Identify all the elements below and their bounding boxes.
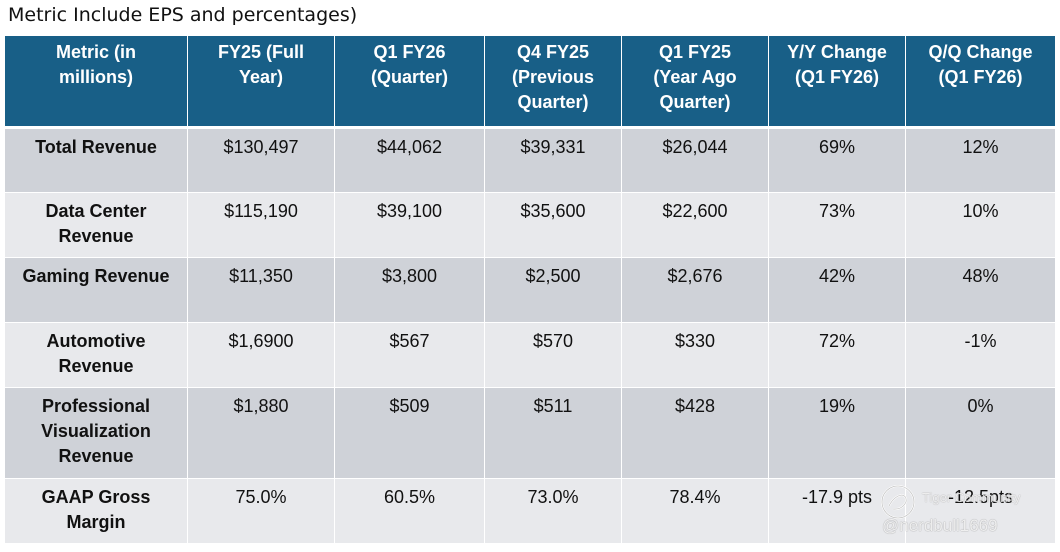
value-cell: 78.4% [621, 478, 769, 544]
value-cell: 10% [905, 192, 1056, 258]
header-yy-change: Y/Y Change (Q1 FY26) [768, 35, 906, 129]
header-yy-line-1: Y/Y Change [787, 42, 887, 62]
table-row-gaap-gross-margin: GAAP Gross Margin 75.0% 60.5% 73.0% 78.4… [4, 478, 1056, 544]
header-qq-change: Q/Q Change (Q1 FY26) [905, 35, 1056, 129]
value-cell: $44,062 [334, 127, 485, 193]
value-cell: $35,600 [484, 192, 622, 258]
value-cell: $115,190 [187, 192, 335, 258]
value-cell: 69% [768, 127, 906, 193]
metric-cell: Data Center Revenue [4, 192, 188, 258]
metric-label: Gaming Revenue [22, 266, 170, 286]
value-cell: $570 [484, 322, 622, 388]
value-cell: $2,500 [484, 257, 622, 323]
header-metric-line-1: Metric (in [55, 42, 136, 62]
metric-cell: Professional Visualization Revenue [4, 387, 188, 479]
header-q1fy25-line-3: Quarter) [659, 92, 731, 112]
header-metric-line-2: millions) [58, 67, 133, 87]
header-q1fy26-line-1: Q1 FY26 [373, 42, 446, 62]
header-q1-fy26: Q1 FY26 (Quarter) [334, 35, 485, 129]
header-q4fy25-line-3: Quarter) [517, 92, 589, 112]
value-cell: -1% [905, 322, 1056, 388]
header-q4-fy25: Q4 FY25 (Previous Quarter) [484, 35, 622, 129]
metric-label-line-1: Data Center [45, 201, 147, 221]
header-qq-line-2: (Q1 FY26) [938, 67, 1023, 87]
header-qq-line-1: Q/Q Change [928, 42, 1033, 62]
metric-label-line-1: GAAP Gross [41, 487, 151, 507]
header-q1fy25-line-1: Q1 FY25 [658, 42, 732, 62]
table-row-gaming-revenue: Gaming Revenue $11,350 $3,800 $2,500 $2,… [4, 257, 1056, 323]
metric-label-line-2: Margin [66, 512, 126, 532]
value-cell: 72% [768, 322, 906, 388]
table-caption: Metric Include EPS and percentages) [8, 4, 358, 26]
metric-cell: Automotive Revenue [4, 322, 188, 388]
value-cell: 73% [768, 192, 906, 258]
value-cell: $22,600 [621, 192, 769, 258]
value-cell: $428 [621, 387, 769, 479]
value-cell: 0% [905, 387, 1056, 479]
value-cell: $509 [334, 387, 485, 479]
header-fy25-full-year: FY25 (Full Year) [187, 35, 335, 129]
table-row-professional-visualization-revenue: Professional Visualization Revenue $1,88… [4, 387, 1056, 479]
metric-label-line-2: Revenue [58, 356, 134, 376]
value-cell: $11,350 [187, 257, 335, 323]
value-cell: 12% [905, 127, 1056, 193]
table-row-total-revenue: Total Revenue $130,497 $44,062 $39,331 $… [4, 127, 1056, 193]
value-cell: $1,6900 [187, 322, 335, 388]
value-cell: 42% [768, 257, 906, 323]
value-cell: $567 [334, 322, 485, 388]
table-row-data-center-revenue: Data Center Revenue $115,190 $39,100 $35… [4, 192, 1056, 258]
header-q1fy25-line-2: (Year Ago [653, 67, 737, 87]
value-cell: $39,331 [484, 127, 622, 193]
value-cell: $39,100 [334, 192, 485, 258]
header-fy25-line-1: FY25 (Full [217, 42, 304, 62]
metrics-table: Metric (in millions) FY25 (Full Year) Q1… [4, 35, 1056, 544]
metric-label-line-1: Professional [41, 396, 151, 416]
header-q1fy26-line-2: (Quarter) [370, 67, 448, 87]
value-cell: $3,800 [334, 257, 485, 323]
value-cell: $130,497 [187, 127, 335, 193]
metric-cell: GAAP Gross Margin [4, 478, 188, 544]
value-cell: 75.0% [187, 478, 335, 544]
value-cell: $2,676 [621, 257, 769, 323]
header-yy-line-2: (Q1 FY26) [794, 67, 880, 87]
header-q1-fy25: Q1 FY25 (Year Ago Quarter) [621, 35, 769, 129]
metric-label-line-2: Visualization [41, 421, 151, 441]
metric-label-line-1: Automotive [46, 331, 146, 351]
metric-cell: Total Revenue [4, 127, 188, 193]
header-q4fy25-line-1: Q4 FY25 [516, 42, 590, 62]
header-fy25-line-2: Year) [238, 67, 284, 87]
value-cell: $511 [484, 387, 622, 479]
table-row-automotive-revenue: Automotive Revenue $1,6900 $567 $570 $33… [4, 322, 1056, 388]
header-metric: Metric (in millions) [4, 35, 188, 129]
metric-label: Total Revenue [35, 137, 157, 157]
header-q4fy25-line-2: (Previous [511, 67, 595, 87]
value-cell: -12.5pts [905, 478, 1056, 544]
value-cell: $26,044 [621, 127, 769, 193]
value-cell: 73.0% [484, 478, 622, 544]
value-cell: -17.9 pts [768, 478, 906, 544]
metric-label-line-3: Revenue [58, 446, 134, 466]
value-cell: 60.5% [334, 478, 485, 544]
value-cell: $1,880 [187, 387, 335, 479]
metric-label-line-2: Revenue [58, 226, 134, 246]
header-row: Metric (in millions) FY25 (Full Year) Q1… [4, 35, 1056, 129]
value-cell: $330 [621, 322, 769, 388]
metric-cell: Gaming Revenue [4, 257, 188, 323]
value-cell: 19% [768, 387, 906, 479]
value-cell: 48% [905, 257, 1056, 323]
